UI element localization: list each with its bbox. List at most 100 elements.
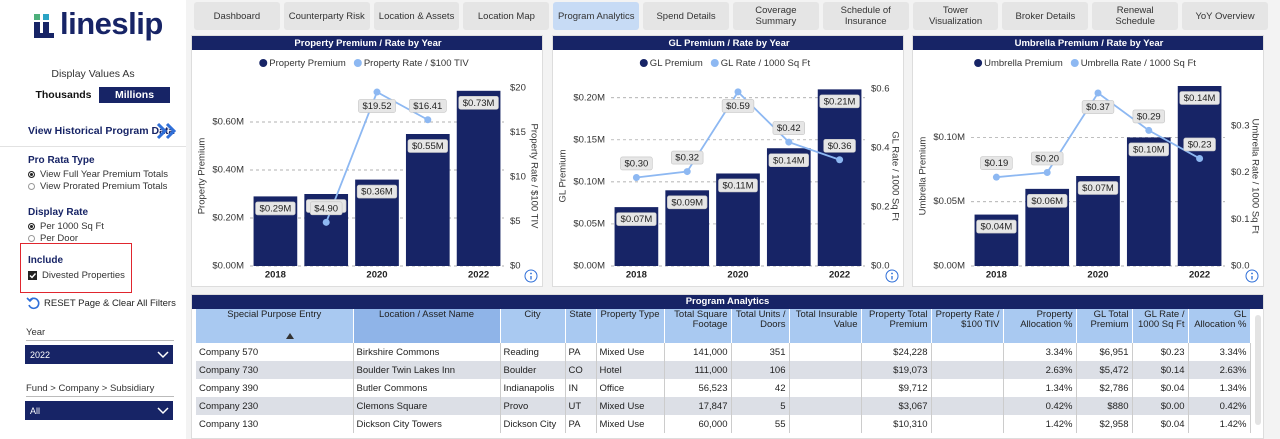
line-point [424,116,432,124]
column-header[interactable]: Total Units / Doors [731,309,790,343]
data-label: $0.04M [981,222,1013,233]
year-dropdown[interactable]: 2022 [25,345,173,364]
column-header[interactable]: GL Total Premium [1076,309,1133,343]
tab[interactable]: Spend Details [643,2,729,30]
reset-icon[interactable] [26,296,40,310]
table-cell: CO [565,361,597,379]
checkbox[interactable] [28,271,37,280]
y-axis-title: Property Premium [197,138,208,215]
header-label: GL Total Premium [1090,309,1129,330]
fund-dropdown[interactable]: All [25,401,173,420]
tab-bar: Dashboard Counterparty Risk Location & Ass… [194,2,1268,30]
tab[interactable]: Tower Visualization [912,2,999,30]
column-header[interactable]: GL Allocation % [1188,309,1251,343]
units-option[interactable]: Thousands [28,87,99,103]
historical-link[interactable]: View Historical Program Data [28,125,175,137]
column-header[interactable]: Property Type [596,309,665,343]
header-label: City [524,309,541,320]
table-cell: Company 730 [196,361,354,379]
table-row[interactable]: Company 390 Butler Commons Indianapolis IN O… [196,379,1251,397]
column-header[interactable]: Location / Asset Name [286,309,501,343]
table-row[interactable]: Company 130 Dickson City Towers Dickson Ci… [196,415,1251,433]
table-cell: Dickson City Towers [353,415,501,433]
column-header[interactable]: Property Allocation % [1003,309,1077,343]
column-header[interactable]: City [500,309,566,343]
units-option[interactable]: Millions [99,87,170,103]
table-cell: 3.34% [1003,343,1077,361]
header-row: Special Purpose Entry Location / Asset Na… [196,309,1251,343]
legend-label: Property Premium [269,58,346,69]
table-cell: 0.42% [1003,397,1077,415]
data-label: $0.21M [824,96,856,107]
dropdown-chevron [157,407,169,415]
radio[interactable] [28,183,35,190]
table-cell: Clemons Square [353,397,501,415]
radio-option[interactable]: View Full Year Premium Totals [28,169,168,180]
table-cell: Reading [500,343,566,361]
column-header[interactable]: State [565,309,597,343]
tab[interactable]: Broker Details [1002,2,1089,30]
y-tick-label: $0.10M [573,176,605,187]
table-cell: Dickson City [500,415,566,433]
data-label-box [772,121,805,135]
tab[interactable]: Schedule of Insurance [822,2,909,30]
radio[interactable] [28,171,35,178]
table-cell: $2,786 [1076,379,1133,397]
include-title: Include [28,255,64,266]
table-cell: $9,712 [861,379,932,397]
fund-value: All [30,406,41,416]
legend-swatch [710,59,719,67]
info-icon-dot [1251,272,1253,275]
table-cell: 106 [731,361,790,379]
legend-swatch [974,59,983,67]
column-header[interactable]: GL Rate / 1000 Sq Ft [1132,309,1189,343]
table-cell: 0.42% [1188,397,1251,415]
column-header[interactable]: Total Square Footage [664,309,732,343]
tab[interactable]: Location Map [463,2,550,30]
table-cell: Mixed Use [596,343,665,361]
table-cell: $6,951 [1076,343,1133,361]
y-tick-label: $0.20M [573,92,605,103]
radio[interactable] [28,235,35,242]
tab[interactable]: Counterparty Risk [283,2,370,30]
header-label: Property Allocation % [1020,309,1073,330]
y-axis-title: GL Premium [558,149,569,202]
x-tick-label: 2022 [468,270,489,281]
table-cell: $0.23 [1132,343,1189,361]
y-tick-label: $0.15M [573,134,605,145]
column-header[interactable]: Special Purpose Entry [196,309,354,343]
column-header[interactable]: Property Rate / $100 TIV [931,309,1004,343]
radio[interactable] [28,223,35,230]
fund-label: Fund > Company > Subsidiary [26,383,174,397]
tab[interactable]: Location & Assets [373,2,460,30]
radio-option[interactable]: Per 1000 Sq Ft [28,221,104,232]
table-cell: 141,000 [664,343,732,361]
line-point [992,173,1000,181]
tab[interactable]: Dashboard [194,2,280,30]
line-point [1043,168,1051,176]
scrollbar[interactable] [1255,315,1261,425]
bar [817,89,862,266]
radio-option[interactable]: View Prorated Premium Totals [28,181,167,192]
column-header[interactable]: Total Insurable Value [789,309,862,343]
table-row[interactable]: Company 570 Birkshire Commons Reading PA Mix… [196,343,1251,361]
divider [0,146,186,147]
y-tick-label: $0.05M [933,196,965,207]
data-label: $0.59 [726,101,750,112]
option-label: Divested Properties [42,270,125,281]
table-row[interactable]: Company 230 Clemons Square Provo UT Mixed Us… [196,397,1251,415]
checkbox-option[interactable]: Divested Properties [28,270,125,281]
reset-button[interactable]: RESET Page & Clear All Filters [44,298,176,309]
table-cell: 1.42% [1003,415,1077,433]
tab[interactable]: Coverage Summary [732,2,819,30]
tab[interactable]: YoY Overview [1182,2,1268,30]
line-point [1145,126,1153,134]
tab[interactable]: Program Analytics [553,2,640,30]
radio-option[interactable]: Per Door [28,233,78,244]
y-tick-label: $0.00M [212,261,244,272]
table-row[interactable]: Company 730 Boulder Twin Lakes Inn Boulder… [196,361,1251,379]
table-cell: 60,000 [664,415,732,433]
column-header[interactable]: Property Total Premium [861,309,932,343]
tab[interactable]: Renewal Schedule [1092,2,1179,30]
x-tick-label: 2018 [986,270,1007,281]
